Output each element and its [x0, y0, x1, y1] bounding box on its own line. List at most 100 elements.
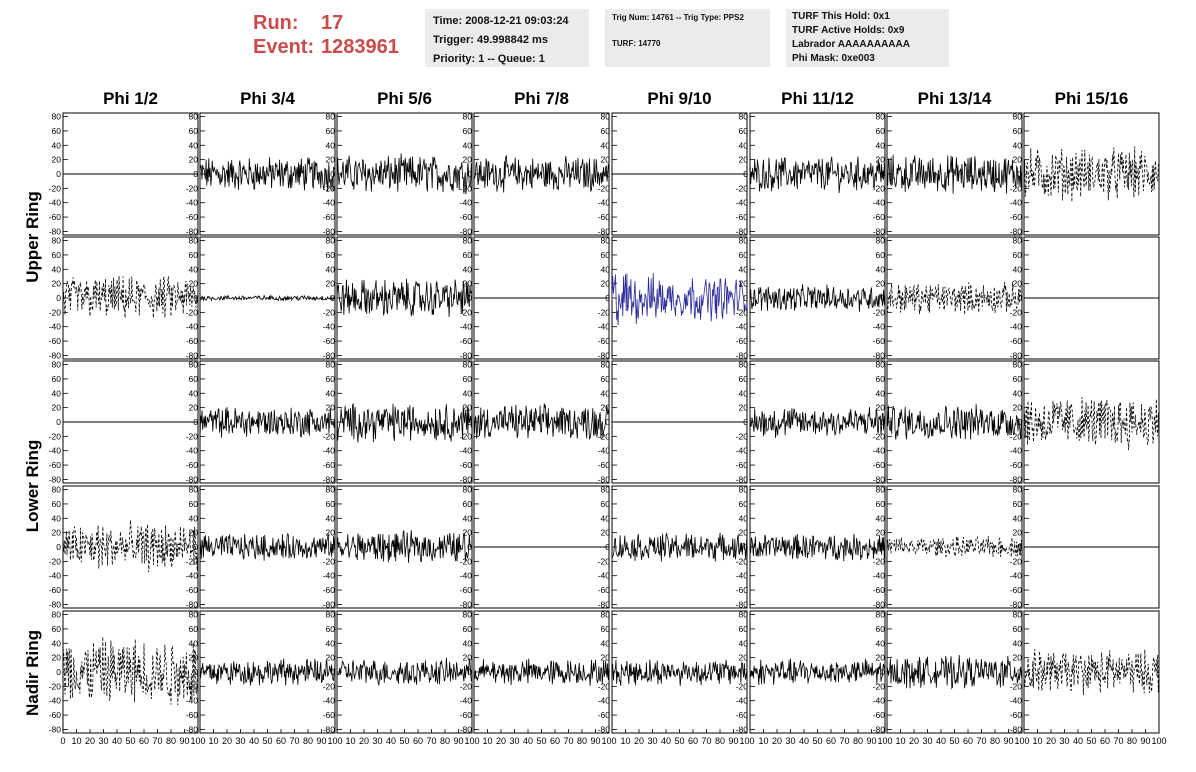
- y-tick-label: -20: [186, 183, 199, 193]
- y-tick-label: -80: [736, 724, 749, 734]
- x-tick-label: 100: [601, 736, 616, 746]
- y-tick-label: 0: [193, 542, 198, 552]
- y-tick-label: -80: [598, 724, 611, 734]
- y-tick-label: -80: [598, 226, 611, 236]
- y-tick-label: 0: [880, 667, 885, 677]
- y-tick-label: 60: [463, 126, 473, 136]
- column-header: Phi 7/8: [514, 89, 569, 108]
- y-tick-label: -20: [1010, 556, 1023, 566]
- y-tick-label: -20: [598, 681, 611, 691]
- y-tick-label: -80: [1010, 226, 1023, 236]
- x-tick-label: 30: [372, 736, 382, 746]
- y-tick-label: -80: [49, 474, 62, 484]
- y-tick-label: -20: [1010, 307, 1023, 317]
- y-tick-label: -60: [323, 460, 336, 470]
- y-tick-label: -60: [873, 585, 886, 595]
- y-tick-label: -80: [186, 599, 199, 609]
- y-tick-label: -60: [49, 212, 62, 222]
- y-tick-label: -40: [598, 198, 611, 208]
- x-tick-label: 70: [701, 736, 711, 746]
- trig-info-box: Trig Num: 14761 -- Trig Type: PPS2 TURF:…: [605, 9, 770, 67]
- y-tick-label: -20: [736, 681, 749, 691]
- y-tick-label: 20: [876, 528, 886, 538]
- event-label: Event:: [253, 36, 315, 58]
- waveform-series: [749, 407, 886, 439]
- y-tick-label: 40: [1013, 638, 1023, 648]
- y-tick-label: 60: [52, 499, 62, 509]
- y-tick-label: 60: [601, 374, 611, 384]
- y-tick-label: -60: [323, 212, 336, 222]
- x-tick-label: 50: [674, 736, 684, 746]
- y-tick-label: -40: [49, 696, 62, 706]
- y-tick-label: 0: [56, 169, 61, 179]
- waveform-series: [199, 157, 336, 192]
- y-tick-label: -80: [323, 724, 336, 734]
- y-tick-label: 80: [601, 360, 611, 370]
- y-tick-label: 60: [463, 499, 473, 509]
- y-tick-label: 60: [1013, 499, 1023, 509]
- waveform-series: [336, 153, 473, 195]
- y-tick-label: -80: [49, 226, 62, 236]
- y-tick-label: 20: [463, 528, 473, 538]
- y-tick-label: -40: [598, 446, 611, 456]
- x-tick-label: 10: [1032, 736, 1042, 746]
- y-tick-label: 40: [876, 264, 886, 274]
- turf-text: TURF: 14770: [612, 39, 661, 48]
- y-tick-label: -40: [736, 446, 749, 456]
- y-tick-label: 0: [880, 293, 885, 303]
- y-tick-label: -40: [460, 322, 473, 332]
- y-tick-label: 0: [743, 667, 748, 677]
- y-tick-label: -40: [460, 696, 473, 706]
- y-tick-label: 80: [52, 236, 62, 246]
- y-tick-label: -60: [460, 212, 473, 222]
- y-tick-label: -40: [873, 446, 886, 456]
- x-tick-label: 50: [262, 736, 272, 746]
- y-tick-label: -20: [873, 307, 886, 317]
- x-tick-label: 10: [758, 736, 768, 746]
- y-tick-label: 40: [739, 140, 749, 150]
- y-tick-label: 20: [189, 155, 199, 165]
- y-tick-label: -80: [736, 599, 749, 609]
- y-tick-label: 0: [1017, 417, 1022, 427]
- y-tick-label: -40: [1010, 322, 1023, 332]
- y-tick-label: 0: [467, 293, 472, 303]
- y-tick-label: -80: [186, 724, 199, 734]
- y-tick-label: -20: [1010, 183, 1023, 193]
- x-tick-label: 20: [222, 736, 232, 746]
- y-tick-label: 40: [601, 513, 611, 523]
- y-tick-label: -40: [49, 322, 62, 332]
- column-header: Phi 15/16: [1055, 89, 1129, 108]
- y-tick-label: -40: [736, 696, 749, 706]
- waveform-series: [749, 533, 886, 562]
- y-tick-label: 80: [189, 360, 199, 370]
- waveform-series: [62, 636, 199, 706]
- y-tick-label: 0: [743, 542, 748, 552]
- y-tick-label: 20: [326, 403, 336, 413]
- y-tick-label: -40: [186, 198, 199, 208]
- y-tick-label: -60: [1010, 212, 1023, 222]
- y-tick-label: 0: [743, 417, 748, 427]
- y-tick-label: -80: [323, 350, 336, 360]
- y-tick-label: -20: [186, 556, 199, 566]
- run-value: 17: [321, 12, 344, 34]
- y-tick-label: -40: [598, 571, 611, 581]
- x-tick-label: 30: [785, 736, 795, 746]
- y-tick-label: 40: [876, 388, 886, 398]
- y-tick-label: -40: [598, 696, 611, 706]
- y-tick-label: 80: [601, 112, 611, 122]
- y-tick-label: -20: [873, 556, 886, 566]
- x-tick-label: 50: [536, 736, 546, 746]
- y-tick-label: 60: [326, 499, 336, 509]
- y-tick-label: -60: [598, 336, 611, 346]
- y-tick-label: 20: [326, 279, 336, 289]
- y-tick-label: -80: [323, 599, 336, 609]
- y-tick-label: 60: [739, 624, 749, 634]
- x-tick-label: 50: [812, 736, 822, 746]
- y-tick-label: 60: [326, 250, 336, 260]
- y-tick-label: 80: [601, 485, 611, 495]
- y-tick-label: 20: [463, 653, 473, 663]
- y-tick-label: -40: [460, 198, 473, 208]
- y-tick-label: -60: [1010, 460, 1023, 470]
- y-tick-label: -80: [49, 599, 62, 609]
